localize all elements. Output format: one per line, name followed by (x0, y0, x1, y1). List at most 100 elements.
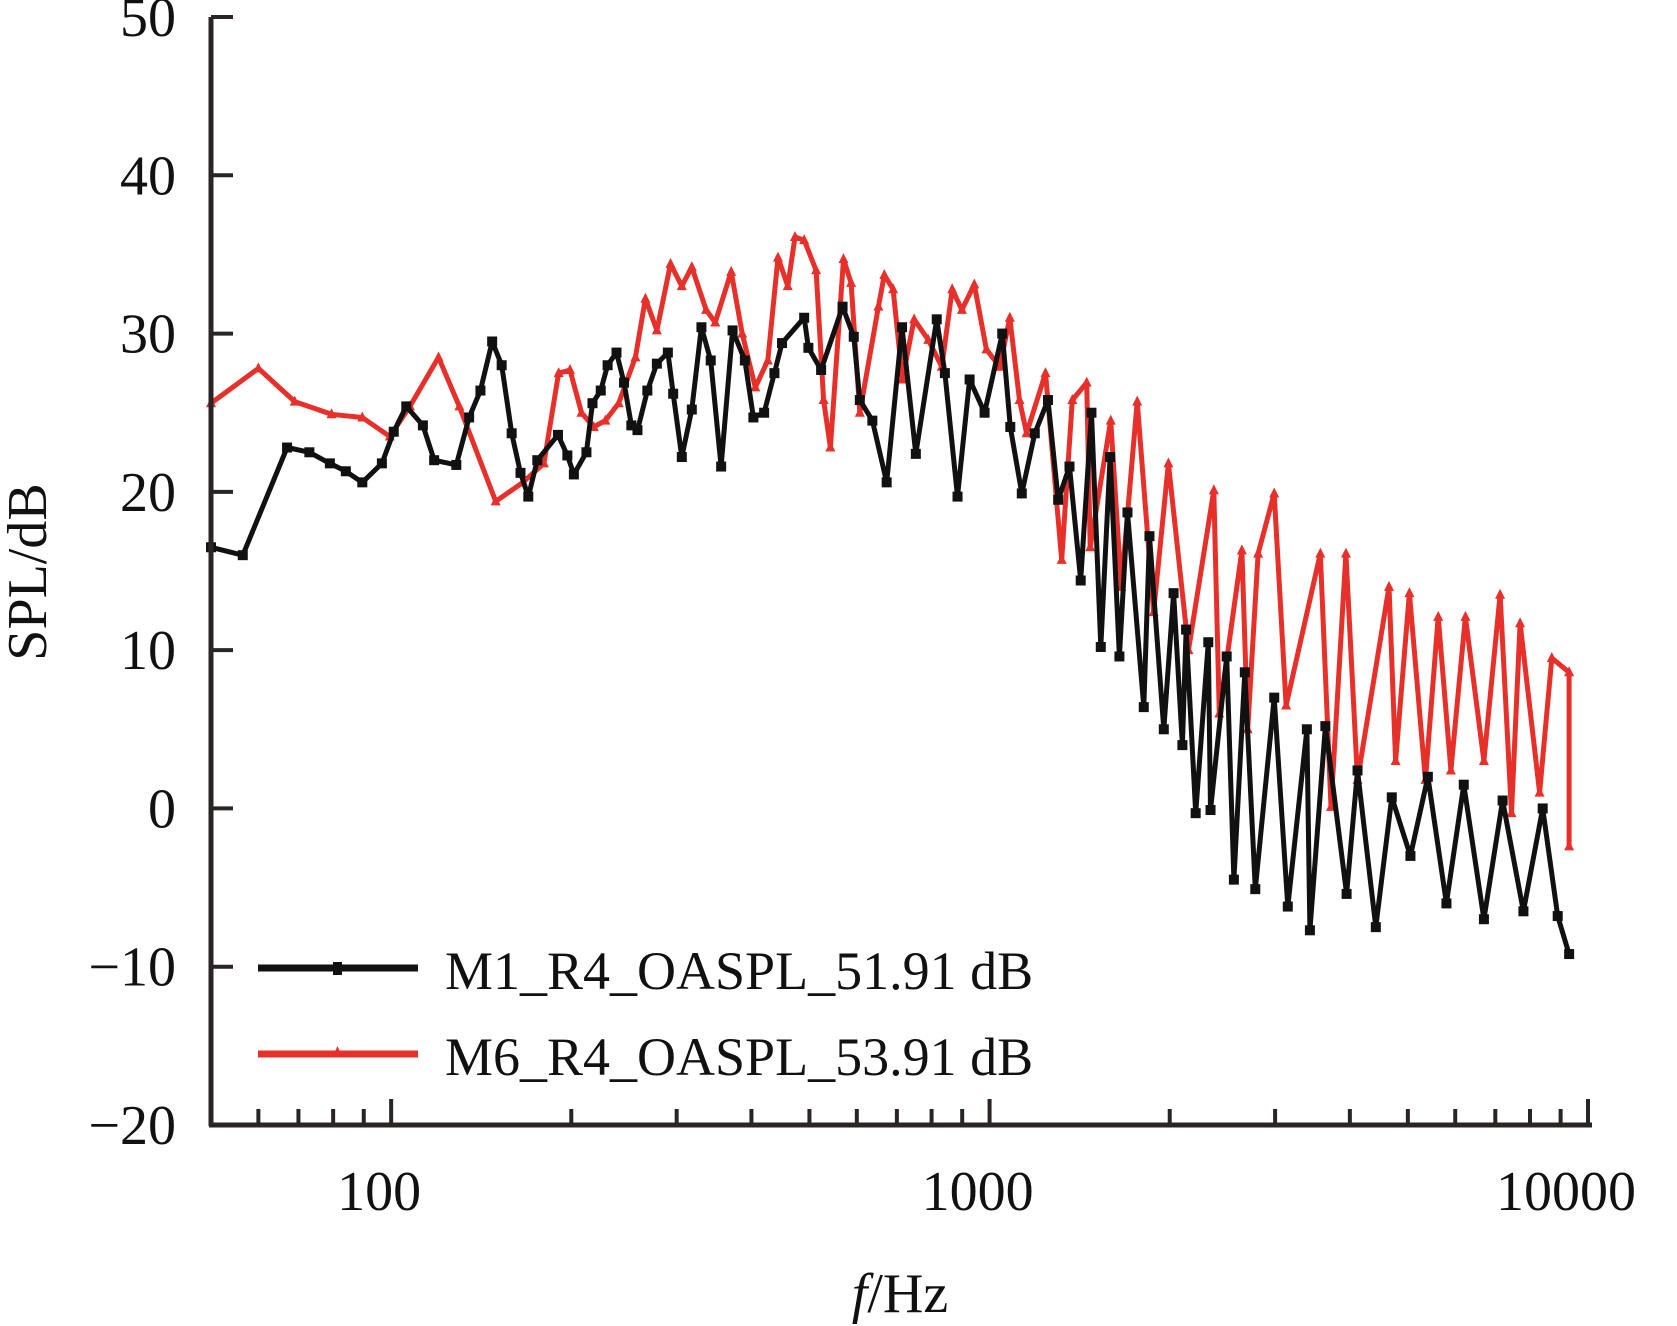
axes-layer (208, 17, 1592, 1128)
data-point (1075, 575, 1086, 586)
data-point (931, 314, 942, 325)
data-point (696, 322, 707, 333)
data-point (640, 292, 651, 303)
data-point (1564, 666, 1575, 677)
data-point (782, 280, 793, 291)
data-point (357, 411, 368, 422)
data-point (1433, 610, 1444, 621)
data-point (846, 276, 857, 287)
legend-marker-m1 (333, 962, 342, 975)
data-point (1386, 792, 1397, 803)
data-point (1537, 803, 1548, 814)
data-point (1056, 553, 1067, 564)
data-point (705, 355, 716, 366)
data-point (867, 415, 878, 426)
y-axis-title: SPL/dB (0, 483, 59, 660)
y-tick-label: −20 (88, 1095, 176, 1157)
data-point (1546, 652, 1557, 663)
legend: M1_R4_OASPL_51.91 dB M6_R4_OASPL_53.91 d… (258, 941, 1033, 1087)
data-point (969, 278, 980, 289)
data-point (324, 458, 335, 469)
legend-marker-m6 (333, 1046, 342, 1056)
data-point (818, 394, 829, 405)
data-point (686, 404, 697, 415)
data-point (750, 381, 761, 392)
y-tick-label: 20 (120, 462, 176, 524)
legend-label-m1: M1_R4_OASPL_51.91 dB (445, 941, 1033, 1001)
data-point (581, 447, 592, 458)
data-point (952, 491, 963, 502)
data-point (600, 414, 611, 425)
data-point (726, 265, 737, 276)
data-point (282, 442, 293, 453)
data-point (1534, 786, 1545, 797)
data-point (464, 412, 475, 423)
data-point (632, 425, 643, 436)
data-point (553, 367, 564, 378)
data-point (1269, 487, 1280, 498)
data-point (1181, 624, 1192, 635)
data-point (1404, 587, 1415, 598)
data-point (1114, 651, 1125, 662)
data-point (401, 401, 412, 412)
data-point (1190, 808, 1201, 819)
data-point (1564, 949, 1575, 960)
data-point (1383, 580, 1394, 591)
data-point (506, 428, 517, 439)
data-point (1506, 807, 1517, 818)
data-point (748, 412, 759, 423)
data-point (981, 343, 992, 354)
y-tick-label: 40 (120, 145, 176, 207)
data-point (772, 251, 783, 262)
data-point (1081, 376, 1092, 387)
data-point (769, 368, 780, 379)
series-layer (206, 231, 1575, 960)
series-m1 (206, 301, 1575, 960)
data-point (1281, 699, 1292, 710)
series-line (209, 234, 1572, 847)
data-point (326, 408, 337, 419)
data-point (964, 374, 975, 385)
legend-item-m6: M6_R4_OASPL_53.91 dB (258, 1027, 1033, 1087)
data-point (568, 469, 579, 480)
data-point (888, 283, 899, 294)
data-point (803, 342, 814, 353)
data-point (979, 407, 990, 418)
data-point (1021, 427, 1032, 438)
data-point (1341, 888, 1352, 899)
data-point (1269, 692, 1280, 703)
data-point (910, 448, 921, 459)
data-point (433, 351, 444, 362)
data-point (376, 458, 387, 469)
data-point (676, 452, 687, 463)
data-point (1029, 428, 1040, 439)
data-point (1040, 367, 1051, 378)
x-axis-title: f/Hz (852, 1263, 948, 1325)
data-point (304, 447, 315, 458)
data-point (1138, 702, 1149, 713)
data-point (1253, 547, 1264, 558)
data-point (515, 467, 526, 478)
data-point (576, 406, 587, 417)
data-point (1236, 544, 1247, 555)
data-point (997, 328, 1008, 339)
data-point (1014, 394, 1025, 405)
data-point (1105, 414, 1116, 425)
data-point (994, 360, 1005, 371)
data-point (357, 477, 368, 488)
data-point (947, 283, 958, 294)
data-point (1282, 901, 1293, 912)
data-point (1495, 588, 1506, 599)
data-point (1067, 394, 1078, 405)
data-point (811, 264, 822, 275)
data-point (1478, 914, 1489, 925)
x-axis-title-unit: /Hz (867, 1263, 948, 1325)
data-point (253, 362, 264, 373)
data-point (1478, 754, 1489, 765)
data-point (1004, 311, 1015, 322)
data-point (1445, 764, 1456, 775)
data-point (630, 351, 641, 362)
data-point (1042, 395, 1053, 406)
series-line (210, 304, 1572, 955)
